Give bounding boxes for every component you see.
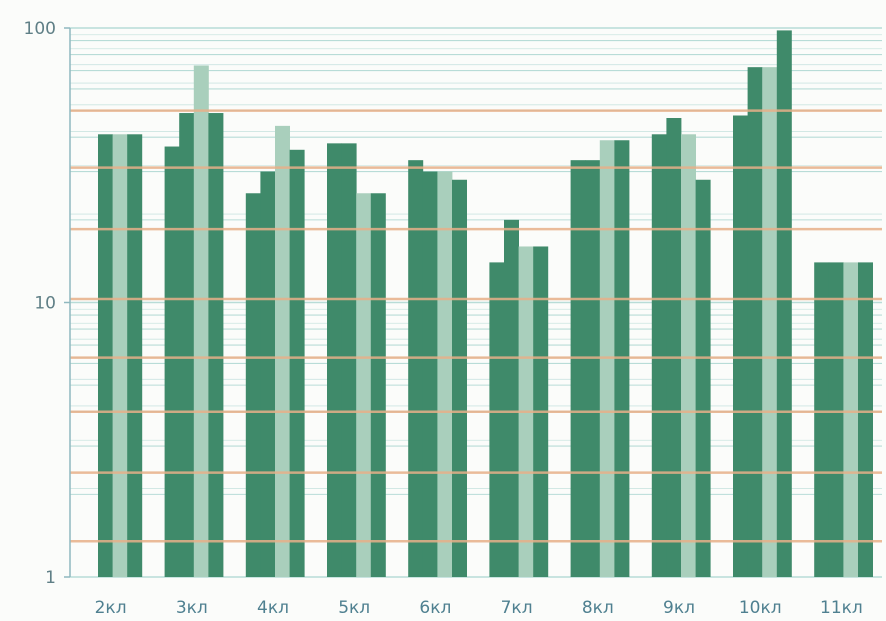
x-tick-label: 6кл bbox=[419, 598, 451, 618]
bar bbox=[164, 146, 180, 577]
x-tick-label: 10кл bbox=[739, 598, 782, 618]
bar bbox=[98, 134, 113, 577]
bar bbox=[570, 160, 586, 578]
bar bbox=[585, 160, 601, 578]
y-tick-label: 10 bbox=[34, 294, 56, 314]
bar bbox=[437, 171, 453, 577]
bar bbox=[408, 160, 424, 578]
bar bbox=[666, 118, 682, 577]
bar bbox=[828, 262, 844, 577]
bar bbox=[341, 143, 357, 577]
x-tick-label: 8кл bbox=[582, 598, 614, 618]
x-tick-label: 7кл bbox=[501, 598, 533, 618]
bar bbox=[695, 179, 711, 577]
bar bbox=[651, 134, 667, 577]
axes bbox=[64, 27, 71, 578]
bar bbox=[733, 115, 748, 578]
bar bbox=[776, 30, 792, 577]
bar bbox=[208, 113, 224, 578]
bar bbox=[422, 171, 438, 577]
bars bbox=[98, 30, 873, 578]
bar bbox=[762, 67, 778, 577]
y-tick-label: 1 bbox=[45, 568, 56, 588]
bar bbox=[858, 262, 873, 577]
bar bbox=[193, 65, 209, 577]
bar bbox=[260, 171, 276, 577]
bar bbox=[489, 262, 505, 577]
bar bbox=[370, 193, 386, 577]
x-tick-label: 4кл bbox=[257, 598, 289, 618]
x-tick-label: 2кл bbox=[95, 598, 127, 618]
bar bbox=[504, 219, 519, 578]
bar bbox=[275, 125, 290, 577]
orange-gridlines bbox=[70, 109, 882, 543]
x-tick-label: 3кл bbox=[176, 598, 208, 618]
bar bbox=[179, 113, 195, 578]
bar bbox=[747, 67, 763, 577]
bar bbox=[327, 143, 342, 577]
x-tick-label: 9кл bbox=[663, 598, 695, 618]
bar bbox=[681, 134, 696, 577]
bar bbox=[356, 193, 372, 577]
bar bbox=[245, 193, 261, 577]
bar bbox=[127, 134, 143, 577]
bar bbox=[289, 149, 305, 577]
bar bbox=[814, 262, 830, 577]
x-tick-label: 11кл bbox=[820, 598, 863, 618]
y-tick-label: 100 bbox=[24, 19, 56, 39]
bar bbox=[843, 262, 859, 577]
bar bbox=[112, 134, 128, 577]
x-tick-label: 5кл bbox=[338, 598, 370, 618]
labels: 1 10 100 2кл 3кл 4кл 5кл 6кл 7кл 8кл 9кл 10кл 11кл bbox=[24, 19, 863, 618]
bar bbox=[452, 179, 467, 577]
